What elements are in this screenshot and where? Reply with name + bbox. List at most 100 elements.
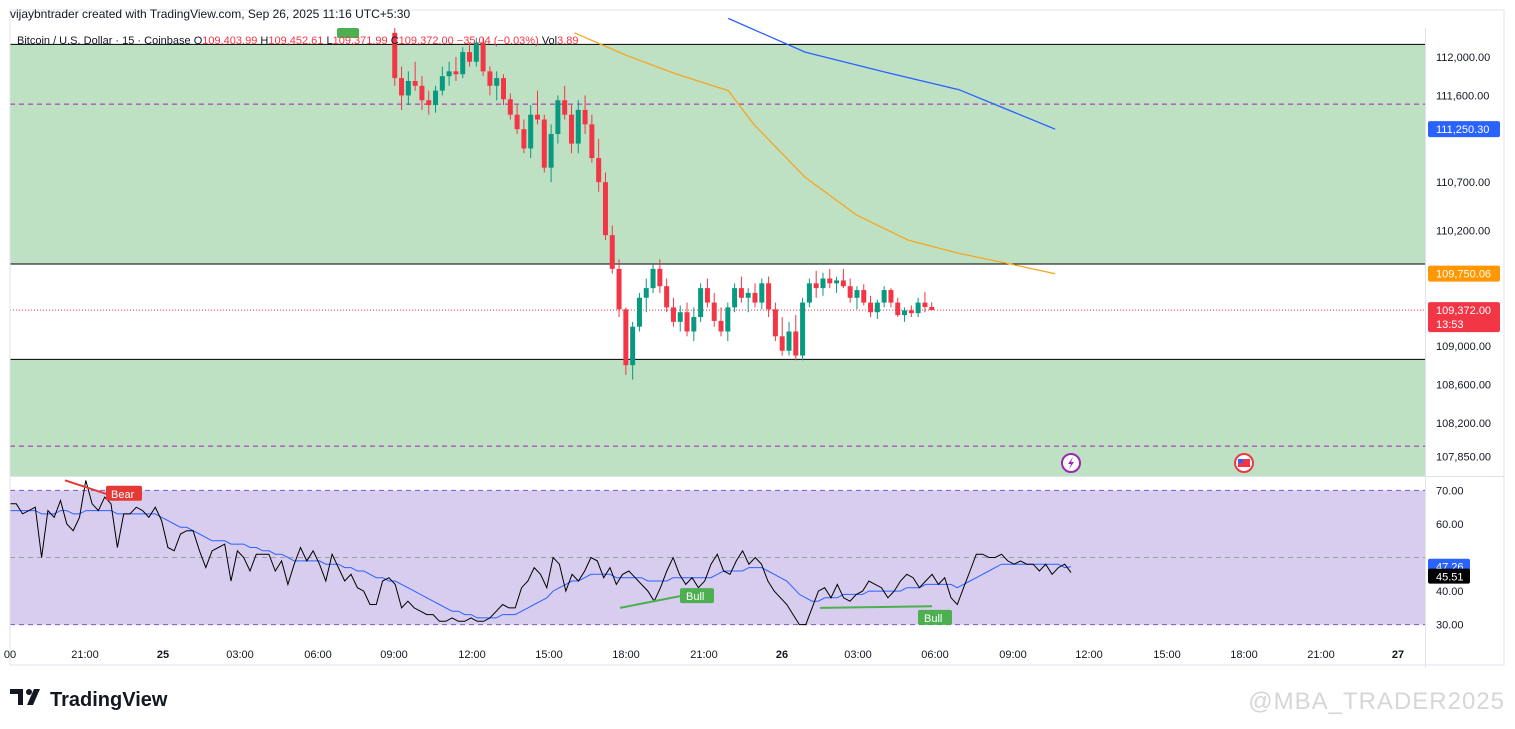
earnings-event-icon: [337, 28, 359, 38]
candle-body: [793, 331, 799, 356]
time-axis-tick: 21:00: [71, 649, 99, 661]
price-axis-tick: 110,200.00: [1436, 225, 1490, 237]
candle-body: [636, 297, 642, 327]
time-axis-tick: 12:00: [1075, 649, 1103, 661]
price-axis-tick: 108,600.00: [1436, 379, 1491, 391]
bear-divergence-line: [64, 479, 107, 495]
candle-body: [684, 312, 690, 332]
symbol-label[interactable]: Bitcoin / U.S. Dollar · 15 · Coinbase: [17, 35, 191, 47]
bear-label-bg: [106, 485, 142, 501]
candle-body: [548, 133, 554, 168]
high-value: 109,452.61: [268, 35, 324, 47]
lightning-glyph: [1068, 457, 1074, 469]
tradingview-logo-icon: [10, 687, 44, 713]
bull-divergence-label: Bull: [686, 591, 704, 603]
candle-body: [806, 283, 812, 303]
candle-body: [501, 78, 507, 100]
price-tag-bg: [1428, 302, 1500, 333]
price-axis-tick: 112,000.00: [1436, 52, 1490, 64]
candle-body: [840, 280, 846, 287]
high-label: H: [260, 35, 269, 47]
time-axis-tick: 06:00: [921, 649, 949, 661]
candle-body: [820, 278, 826, 289]
time-axis-tick: 03:00: [226, 649, 254, 661]
rsi-band: [10, 490, 1425, 625]
candle-body: [915, 302, 921, 314]
rsi-axis-tick: 40.00: [1436, 586, 1464, 598]
candle-body: [759, 283, 765, 303]
vol-label: Vol: [541, 35, 558, 47]
time-axis-tick: 06:00: [304, 649, 332, 661]
candle-body: [453, 71, 459, 75]
time-axis-tick: 12:00: [458, 649, 486, 661]
candle-body: [399, 78, 405, 96]
candle-body: [657, 268, 663, 287]
candle-body: [541, 119, 547, 168]
candle-body: [392, 32, 398, 79]
rsi-axis-tick: 30.00: [1436, 620, 1464, 632]
candle-body: [834, 280, 840, 284]
time-axis-tick: 18:00: [1230, 649, 1258, 661]
time-axis-tick: 27: [1392, 649, 1404, 661]
price-axis-tick: 111,600.00: [1436, 90, 1489, 102]
time-axis-tick: 18:00: [612, 649, 640, 661]
candle-body: [732, 288, 738, 308]
time-axis-tick: 00: [4, 649, 16, 661]
publisher-line: vijaybntrader created with TradingView.c…: [10, 7, 411, 21]
watermark: @MBA_TRADER2025: [1248, 688, 1505, 715]
candle-body: [691, 317, 697, 332]
candle-body: [568, 114, 574, 144]
support-resistance-zone: [10, 359, 1425, 476]
candle-body: [752, 292, 758, 303]
rsi-axis-tick: 60.00: [1436, 519, 1464, 531]
candle-body: [922, 302, 928, 308]
candle-body: [589, 124, 595, 159]
close-value: 109,372.00: [398, 35, 454, 47]
candle-body: [514, 114, 520, 130]
tradingview-brand[interactable]: TradingView: [10, 687, 167, 713]
candle-body: [738, 288, 744, 298]
price-tag-label: 111,250.30: [1436, 124, 1489, 136]
candle-body: [596, 158, 602, 183]
candle-body: [609, 235, 615, 269]
candle-body: [412, 80, 418, 86]
candle-body: [929, 307, 935, 311]
candle-body: [507, 99, 513, 115]
candle-body: [868, 302, 874, 313]
candle-body: [473, 42, 479, 62]
candle-body: [643, 288, 649, 298]
price-tag-label: 109,750.06: [1436, 269, 1491, 281]
candle-body: [779, 336, 785, 351]
candle-body: [480, 42, 486, 72]
time-axis-tick: 09:00: [380, 649, 408, 661]
candle-body: [562, 100, 568, 115]
candle-body: [786, 331, 792, 351]
candle-body: [494, 78, 500, 86]
candle-body: [847, 286, 853, 298]
time-axis-tick: 25: [157, 649, 169, 661]
price-axis-tick: 108,200.00: [1436, 418, 1491, 430]
ohlc-legend: Bitcoin / U.S. Dollar · 15 · Coinbase O1…: [17, 35, 579, 47]
time-axis-tick: 03:00: [844, 649, 872, 661]
change-value: −35.04 (−0.03%): [456, 35, 539, 47]
candle-body: [711, 302, 717, 321]
support-resistance-zone: [10, 44, 1425, 265]
price-tag-bg: [1428, 121, 1500, 138]
candle-body: [426, 100, 432, 106]
candle-body: [664, 286, 670, 308]
candle-body: [419, 85, 425, 101]
candle-body: [766, 283, 772, 310]
candle-body: [630, 326, 636, 366]
time-axis-tick: 26: [776, 649, 788, 661]
price-axis-tick: 110,700.00: [1436, 177, 1490, 189]
candle-body: [704, 288, 710, 303]
candle-body: [725, 307, 731, 332]
flag-stripes: [1238, 459, 1250, 467]
bear-divergence-label: Bear: [111, 489, 135, 501]
bull-label-bg: [680, 588, 714, 604]
candle-body: [528, 114, 534, 149]
rsi-value-tag: 45.51: [1436, 572, 1464, 584]
price-tag-countdown: 13:53: [1436, 319, 1464, 331]
